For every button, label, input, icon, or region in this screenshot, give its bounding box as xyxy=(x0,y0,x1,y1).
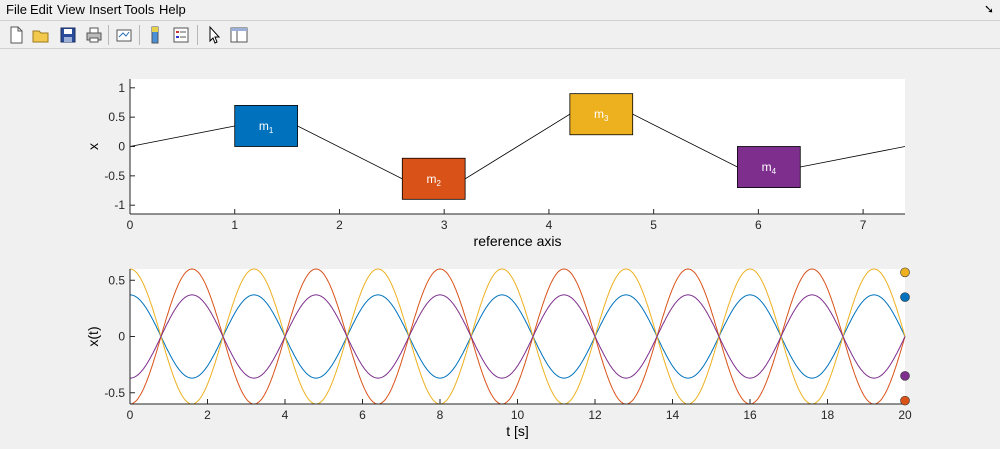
toolbar-separator xyxy=(197,25,198,45)
menu-tools[interactable]: Tools xyxy=(124,2,155,17)
series-end-marker-1 xyxy=(900,292,910,302)
x-tick-label: 7 xyxy=(860,218,867,232)
mass-label-4: m4 xyxy=(762,160,777,176)
colorbar-icon[interactable] xyxy=(145,25,165,45)
menu-divider xyxy=(0,20,1000,21)
series-line-3 xyxy=(129,268,906,405)
x-tick-label: 3 xyxy=(441,218,448,232)
y-tick-label: -0.5 xyxy=(104,169,125,183)
new-file-icon[interactable] xyxy=(6,25,26,45)
y-tick-label: 0.5 xyxy=(108,110,125,124)
menu-help[interactable]: Help xyxy=(159,2,186,17)
x-tick-label: 16 xyxy=(743,408,757,422)
x-tick-label: 6 xyxy=(755,218,762,232)
mass-block-2 xyxy=(401,157,466,200)
series-end-marker-2 xyxy=(900,395,910,406)
menu-insert[interactable]: Insert xyxy=(89,2,122,17)
dock-figure-icon[interactable]: ➘ xyxy=(983,2,994,16)
toolbar-separator xyxy=(139,25,140,45)
x-tick-label: 12 xyxy=(588,408,602,422)
series-line-1 xyxy=(130,294,906,379)
folder-open-icon[interactable] xyxy=(31,25,51,45)
mass-label-1: m1 xyxy=(259,119,274,135)
plot-area xyxy=(130,269,905,404)
mass-block-4 xyxy=(737,146,801,188)
x-tick-label: 2 xyxy=(336,218,343,232)
x-axis-label: t [s] xyxy=(506,423,529,439)
x-tick-label: 4 xyxy=(546,218,553,232)
toolbar xyxy=(0,21,1000,48)
x-tick-label: 8 xyxy=(437,408,444,422)
series-end-marker-4 xyxy=(900,371,910,381)
x-tick-label: 18 xyxy=(821,408,835,422)
series-end-marker-3 xyxy=(900,267,910,278)
mass-block-3 xyxy=(569,93,634,136)
property-inspector-icon[interactable] xyxy=(229,25,249,45)
x-tick-label: 4 xyxy=(282,408,289,422)
floppy-disk-icon[interactable] xyxy=(58,25,78,45)
y-tick-label: 0.5 xyxy=(108,273,125,287)
x-tick-label: 0 xyxy=(127,218,134,232)
menu-bar: File Edit View Insert Tools Help ➘ xyxy=(0,0,1000,20)
menu-edit[interactable]: Edit xyxy=(30,2,53,17)
x-tick-label: 14 xyxy=(666,408,680,422)
legend-icon[interactable] xyxy=(171,25,191,45)
x-tick-label: 6 xyxy=(359,408,366,422)
x-tick-label: 2 xyxy=(204,408,211,422)
x-tick-label: 5 xyxy=(650,218,657,232)
mass-block-1 xyxy=(234,105,298,147)
y-tick-label: -1 xyxy=(114,198,125,212)
toolbar-divider xyxy=(0,48,1000,49)
mass-label-2: m2 xyxy=(426,172,441,188)
y-axis-label: x xyxy=(85,143,101,150)
x-tick-label: 1 xyxy=(231,218,238,232)
x-axis-label: reference axis xyxy=(474,233,562,249)
x-tick-label: 0 xyxy=(127,408,134,422)
axes-1: m1 m2 m3 m4 0 1 2 3 4 5 6 7 1 0.5 0 -0.5 -1 reference axi… xyxy=(85,79,906,249)
toolbar-separator xyxy=(108,25,109,45)
y-axis-label: x(t) xyxy=(85,326,101,346)
y-tick-label: -0.5 xyxy=(104,386,125,400)
pointer-arrow-icon[interactable] xyxy=(204,25,224,45)
axes-2: 0 2 4 6 8 10 12 14 16 18 200.50-0.5t [s]x(t) xyxy=(85,267,912,439)
y-tick-label: 1 xyxy=(118,81,125,95)
series-line-2 xyxy=(129,268,906,405)
mass-label-3: m3 xyxy=(594,107,609,123)
x-tick-label: 20 xyxy=(898,408,912,422)
menu-view[interactable]: View xyxy=(57,2,85,17)
menu-file[interactable]: File xyxy=(6,2,27,17)
y-tick-label: 0 xyxy=(118,330,125,344)
link-plot-icon[interactable] xyxy=(114,25,134,45)
x-tick-label: 10 xyxy=(511,408,525,422)
series-line-4 xyxy=(130,294,906,379)
y-tick-label: 0 xyxy=(118,140,125,154)
printer-icon[interactable] xyxy=(84,25,104,45)
